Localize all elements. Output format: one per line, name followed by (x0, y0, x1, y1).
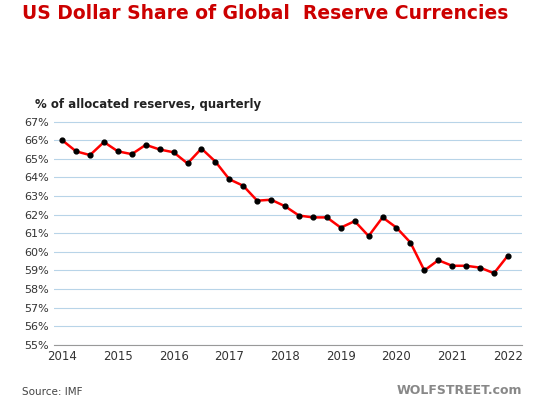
Point (336, 225, 345, 231)
Point (406, 239, 415, 246)
Text: WOLFSTREET.com: WOLFSTREET.com (397, 384, 522, 397)
Point (114, 148, 122, 154)
Point (86, 152, 94, 158)
Point (309, 214, 317, 221)
Text: Source: IMF: Source: IMF (22, 387, 82, 397)
Point (434, 257, 443, 263)
Point (58, 137, 67, 144)
Point (295, 213, 303, 219)
Point (364, 233, 373, 239)
Point (267, 196, 275, 203)
Point (322, 214, 331, 221)
Point (378, 214, 387, 221)
Point (476, 264, 484, 271)
Point (392, 225, 401, 231)
Point (350, 218, 359, 224)
Point (281, 203, 289, 209)
Point (128, 151, 136, 157)
Point (239, 182, 247, 189)
Point (211, 158, 220, 165)
Point (462, 263, 470, 269)
Point (169, 149, 178, 156)
Text: US Dollar Share of Global  Reserve Currencies: US Dollar Share of Global Reserve Curren… (22, 4, 508, 23)
Point (100, 139, 108, 145)
Point (72, 148, 80, 154)
Point (155, 146, 164, 153)
Point (448, 263, 457, 269)
Point (504, 252, 512, 259)
Point (490, 270, 498, 276)
Point (141, 142, 150, 148)
Point (420, 267, 429, 273)
Point (225, 176, 233, 182)
Point (197, 145, 206, 152)
Point (183, 160, 192, 167)
Point (253, 197, 261, 204)
Text: % of allocated reserves, quarterly: % of allocated reserves, quarterly (35, 98, 261, 111)
